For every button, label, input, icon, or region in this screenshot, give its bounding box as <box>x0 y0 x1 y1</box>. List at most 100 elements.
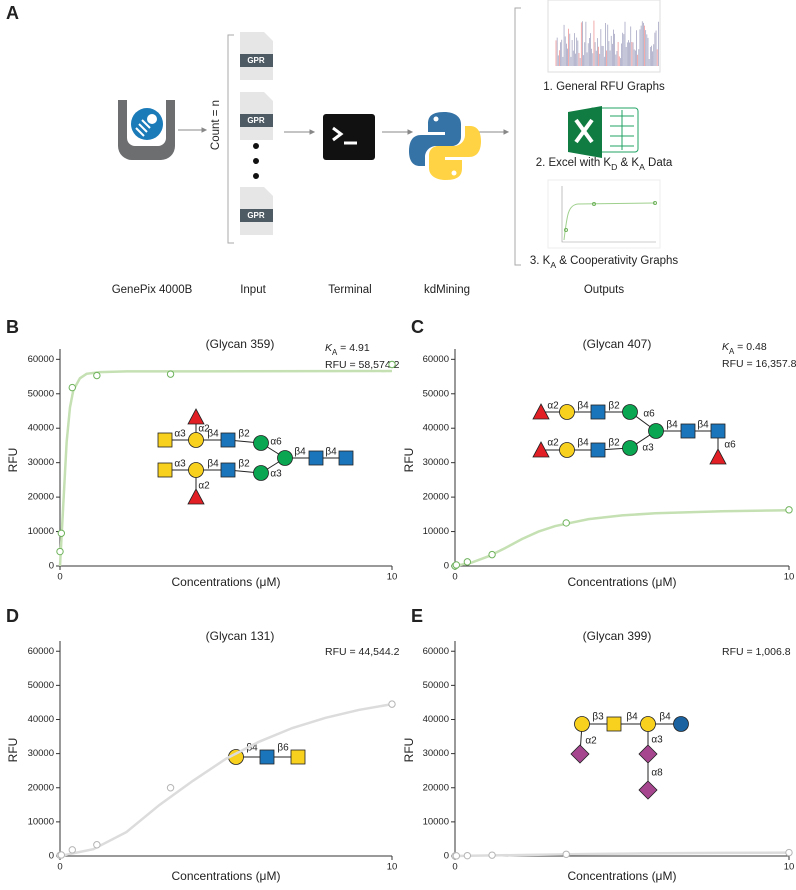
x-tick-label: 0 <box>57 862 62 873</box>
data-point <box>57 851 66 859</box>
glycan-diamond <box>638 780 658 800</box>
file-tag: GPR <box>247 56 265 65</box>
linkage-label: α8 <box>651 768 663 779</box>
fit-line <box>59 702 393 858</box>
file-tag: GPR <box>247 116 265 125</box>
chart-title: (Glycan 399) <box>583 629 652 643</box>
file-icons <box>240 32 273 235</box>
linkage-label: β4 <box>246 743 258 754</box>
y-tick-label: 30000 <box>423 457 449 468</box>
data-point <box>68 383 76 392</box>
glycan-square <box>680 423 696 439</box>
step-label: GenePix 4000B <box>112 284 193 296</box>
glycan-circle <box>622 440 638 456</box>
text: KA = 4.91 <box>325 342 370 357</box>
linkage-label: α2 <box>547 401 559 412</box>
brackets <box>227 7 521 266</box>
linkage-label: β4 <box>666 420 678 431</box>
glycan-square <box>220 432 236 448</box>
glycan-square <box>157 462 173 478</box>
y-tick-label: 20000 <box>28 782 54 793</box>
data-point <box>488 851 496 859</box>
panel-letter: C <box>411 317 424 337</box>
data-point <box>562 519 570 527</box>
x-tick-label: 0 <box>452 862 457 873</box>
arrows <box>178 127 510 135</box>
y-tick-label: 60000 <box>28 354 54 365</box>
y-tick-label: 30000 <box>28 748 54 759</box>
text-part: A <box>550 260 556 270</box>
glycan-square <box>590 404 606 420</box>
linkage-label: β4 <box>207 459 219 470</box>
y-axis-label: RFU <box>402 448 416 473</box>
text: 1. General RFU Graphs <box>543 81 665 93</box>
data-point <box>388 360 396 369</box>
glycan: β3 β4 β4 α2 α3 α8 <box>570 712 689 800</box>
step-label: Terminal <box>328 284 371 296</box>
text-part: Data <box>645 157 673 169</box>
data-point <box>785 506 793 514</box>
chart-title: (Glycan 359) <box>206 337 275 351</box>
linkage-label: β3 <box>592 712 604 723</box>
glycan-square <box>710 423 726 439</box>
x-tick-label: 10 <box>387 862 398 873</box>
panel-letter: A <box>6 3 19 23</box>
x-tick-label: 10 <box>784 862 795 873</box>
y-tick-label: 0 <box>444 851 449 862</box>
chart-title: (Glycan 131) <box>206 629 275 643</box>
y-tick-label: 30000 <box>423 748 449 759</box>
panel-letter: B <box>6 317 19 337</box>
text: KA = 0.48 <box>722 341 767 356</box>
glycan-circle <box>188 462 204 478</box>
rfu-thumbnail <box>547 0 661 73</box>
glycan-square <box>157 432 173 448</box>
linkage-label: β4 <box>697 420 709 431</box>
linkage-label: α6 <box>643 409 655 420</box>
glycan-triangle <box>532 441 550 458</box>
glycan: β4 β6 <box>228 743 306 765</box>
data-point <box>57 529 66 537</box>
panel-letter: E <box>411 606 423 626</box>
y-tick-label: 50000 <box>28 680 54 691</box>
glycan-square <box>290 749 306 765</box>
y-axis-label: RFU <box>6 448 20 473</box>
text-part: = 0.48 <box>734 341 767 353</box>
text-part: K <box>722 341 730 353</box>
data-point <box>166 784 175 792</box>
linkage-label: β2 <box>238 459 250 470</box>
linkage-label: α2 <box>585 736 597 747</box>
x-axis-label: Concentrations (μM) <box>568 575 677 589</box>
y-tick-label: 0 <box>49 851 54 862</box>
glycan-circle <box>673 716 689 732</box>
linkage-label: β2 <box>608 401 620 412</box>
y-tick-label: 30000 <box>28 457 54 468</box>
data-point <box>452 561 461 569</box>
glycan-circle <box>559 442 575 458</box>
text-part: A <box>639 162 645 172</box>
data-point <box>388 700 396 708</box>
linkage-label: α3 <box>642 443 654 454</box>
text: RFU = 16,357.8 <box>722 358 796 370</box>
linkage-label: β4 <box>626 712 638 723</box>
terminal-icon <box>323 114 375 160</box>
glycan-circle <box>559 404 575 420</box>
data-point <box>488 550 496 559</box>
glycan-diamond <box>570 744 590 764</box>
x-axis-label: Concentrations (μM) <box>568 869 677 883</box>
linkage-label: α6 <box>724 440 736 451</box>
glycan-square <box>308 450 324 466</box>
step-label: kdMining <box>424 284 470 296</box>
y-tick-label: 60000 <box>423 646 449 657</box>
linkage-label: β4 <box>659 712 671 723</box>
python-icon <box>409 112 481 180</box>
text-part: 2. Excel with K <box>536 157 612 169</box>
linkage-label: β2 <box>608 438 620 449</box>
glycan-square <box>259 749 275 765</box>
panel-letter: D <box>6 606 19 626</box>
text-part: D <box>611 162 617 172</box>
data-point <box>562 850 570 858</box>
glycan-circle <box>622 404 638 420</box>
chart-title: (Glycan 407) <box>583 337 652 351</box>
linkage-label: α3 <box>174 429 186 440</box>
